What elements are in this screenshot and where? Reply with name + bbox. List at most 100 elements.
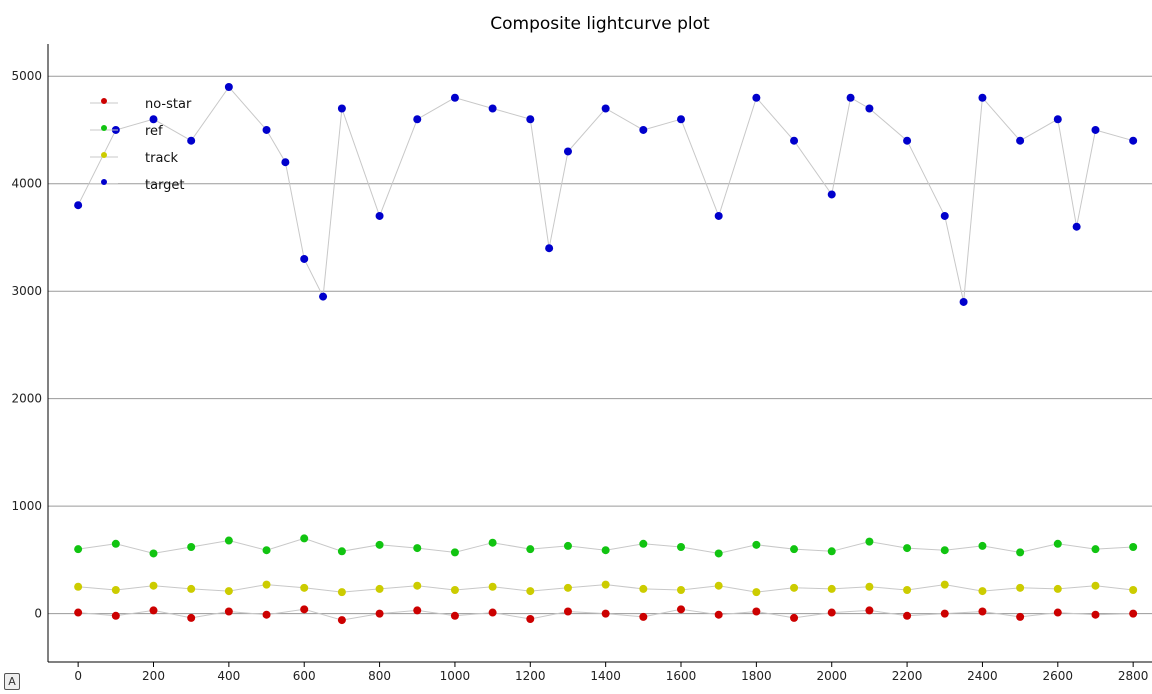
data-point-target bbox=[488, 104, 497, 113]
x-tick-label: 0 bbox=[74, 669, 82, 683]
data-point-target bbox=[1053, 115, 1062, 124]
data-point-ref bbox=[375, 540, 384, 549]
data-point-ref bbox=[413, 544, 422, 553]
data-point-target bbox=[959, 297, 968, 306]
data-point-no-star bbox=[526, 615, 535, 624]
data-point-ref bbox=[526, 545, 535, 554]
data-point-ref bbox=[300, 534, 309, 543]
grid-lines bbox=[48, 75, 1152, 615]
data-point-target bbox=[827, 190, 836, 199]
data-series bbox=[74, 82, 1138, 625]
data-point-ref bbox=[187, 542, 196, 551]
data-point-target bbox=[545, 244, 554, 253]
y-tick-label: 3000 bbox=[11, 284, 42, 298]
data-point-no-star bbox=[752, 607, 761, 616]
data-point-track bbox=[903, 585, 912, 594]
y-tick-label: 5000 bbox=[11, 69, 42, 83]
data-point-target bbox=[1091, 125, 1100, 134]
data-point-target bbox=[865, 104, 874, 113]
data-point-track bbox=[450, 585, 459, 594]
data-point-no-star bbox=[149, 606, 158, 615]
data-point-track bbox=[413, 581, 422, 590]
data-point-no-star bbox=[262, 610, 271, 619]
data-point-track bbox=[1016, 583, 1025, 592]
data-point-track bbox=[563, 583, 572, 592]
data-point-ref bbox=[262, 546, 271, 555]
data-point-no-star bbox=[940, 609, 949, 618]
chart-title: Composite lightcurve plot bbox=[490, 14, 710, 34]
data-point-no-star bbox=[827, 608, 836, 617]
series-ref bbox=[74, 534, 1138, 558]
data-point-no-star bbox=[1091, 610, 1100, 619]
y-tick-label: 1000 bbox=[11, 499, 42, 513]
data-point-ref bbox=[224, 536, 233, 545]
data-point-no-star bbox=[1016, 612, 1025, 621]
data-point-target bbox=[601, 104, 610, 113]
data-point-track bbox=[488, 582, 497, 591]
data-point-track bbox=[1129, 585, 1138, 594]
data-point-ref bbox=[1091, 545, 1100, 554]
data-point-no-star bbox=[1129, 609, 1138, 618]
data-point-track bbox=[224, 587, 233, 596]
data-point-target bbox=[846, 93, 855, 102]
data-point-ref bbox=[827, 547, 836, 556]
data-point-track bbox=[601, 580, 610, 589]
data-point-target bbox=[149, 115, 158, 124]
data-point-track bbox=[111, 585, 120, 594]
legend: no-star ref track target bbox=[90, 97, 192, 193]
data-point-target bbox=[450, 93, 459, 102]
x-tick-label: 2400 bbox=[967, 669, 998, 683]
legend-swatch-ref bbox=[101, 125, 107, 131]
legend-swatch-target bbox=[101, 179, 107, 185]
data-point-no-star bbox=[903, 611, 912, 620]
data-point-no-star bbox=[413, 606, 422, 615]
data-point-ref bbox=[337, 547, 346, 556]
y-tick-label: 2000 bbox=[11, 392, 42, 406]
axes: 0 1000 2000 3000 4000 5000 0 200 400 600 800 1000 12… bbox=[11, 44, 1152, 683]
data-point-ref bbox=[1016, 548, 1025, 557]
data-point-no-star bbox=[1053, 608, 1062, 617]
legend-label-no-star: no-star bbox=[145, 97, 192, 112]
data-point-no-star bbox=[865, 606, 874, 615]
data-point-track bbox=[865, 582, 874, 591]
x-tick-label: 2600 bbox=[1043, 669, 1074, 683]
data-point-track bbox=[677, 585, 686, 594]
data-point-no-star bbox=[601, 609, 610, 618]
data-point-no-star bbox=[450, 611, 459, 620]
y-tick-label: 4000 bbox=[11, 177, 42, 191]
data-point-track bbox=[827, 584, 836, 593]
y-tick-label: 0 bbox=[34, 607, 42, 621]
data-point-no-star bbox=[74, 608, 83, 617]
data-point-no-star bbox=[300, 605, 309, 614]
x-tick-label: 1600 bbox=[666, 669, 697, 683]
data-point-ref bbox=[1053, 539, 1062, 548]
series-track bbox=[74, 580, 1138, 597]
corner-badge-icon[interactable]: A bbox=[4, 673, 20, 690]
data-point-no-star bbox=[224, 607, 233, 616]
x-tick-label: 200 bbox=[142, 669, 165, 683]
data-point-target bbox=[639, 125, 648, 134]
data-point-ref bbox=[903, 544, 912, 553]
x-tick-label: 1800 bbox=[741, 669, 772, 683]
data-point-target bbox=[1016, 136, 1025, 145]
series-no-star bbox=[74, 605, 1138, 625]
data-point-track bbox=[337, 588, 346, 597]
data-point-target bbox=[790, 136, 799, 145]
series-target bbox=[74, 82, 1138, 306]
data-point-target bbox=[752, 93, 761, 102]
data-point-target bbox=[978, 93, 987, 102]
legend-swatch-no-star bbox=[101, 98, 107, 104]
data-point-track bbox=[752, 588, 761, 597]
data-point-no-star bbox=[488, 608, 497, 617]
data-point-no-star bbox=[375, 609, 384, 618]
data-point-target bbox=[300, 254, 309, 263]
data-point-target bbox=[337, 104, 346, 113]
x-tick-label: 2800 bbox=[1118, 669, 1149, 683]
data-point-ref bbox=[111, 539, 120, 548]
data-point-target bbox=[224, 82, 233, 91]
data-point-no-star bbox=[978, 607, 987, 616]
data-point-ref bbox=[639, 539, 648, 548]
data-point-target bbox=[677, 115, 686, 124]
data-point-target bbox=[940, 211, 949, 220]
